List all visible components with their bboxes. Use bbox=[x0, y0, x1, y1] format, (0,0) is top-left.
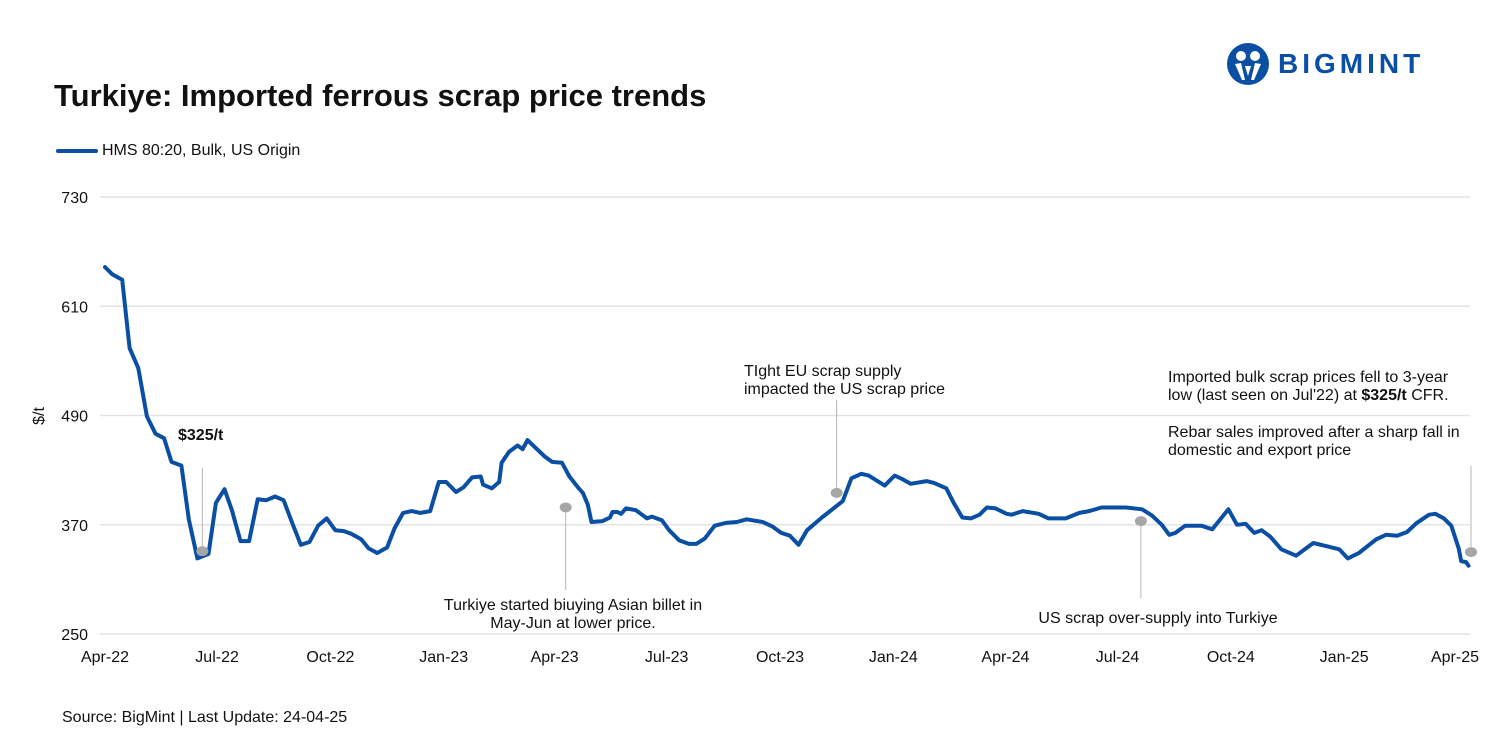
annotation-line: TIght EU scrap supply bbox=[744, 363, 902, 380]
x-tick-label: Jan-25 bbox=[1320, 649, 1369, 666]
annotation-line: May-Jun at lower price. bbox=[490, 615, 656, 632]
annotation-eu-supply: TIght EU scrap supply impacted the US sc… bbox=[744, 363, 945, 399]
annotation-text: CFR. bbox=[1406, 387, 1449, 404]
annotation-marker bbox=[830, 487, 843, 498]
x-tick-label: Jul-22 bbox=[195, 649, 239, 666]
annotation-us-oversupply: US scrap over-supply into Turkiye bbox=[1038, 610, 1278, 627]
annotation-line: Imported bulk scrap prices fell to 3-yea… bbox=[1168, 369, 1449, 386]
logo-text: BIGMINT bbox=[1278, 48, 1425, 79]
x-tick-label: Oct-24 bbox=[1207, 649, 1255, 666]
logo-icon bbox=[1227, 43, 1269, 85]
y-tick-label: 370 bbox=[61, 518, 88, 535]
annotation-line: low (last seen on Jul'22) at $325/t CFR. bbox=[1168, 387, 1460, 405]
x-tick-label: Jan-24 bbox=[869, 649, 918, 666]
legend: HMS 80:20, Bulk, US Origin bbox=[56, 142, 300, 160]
x-tick-label: Jul-23 bbox=[645, 649, 689, 666]
y-tick-label: 610 bbox=[61, 299, 88, 316]
source-note: Source: BigMint | Last Update: 24-04-25 bbox=[62, 709, 348, 726]
annotation-marker bbox=[559, 502, 572, 513]
annotation-line: impacted the US scrap price bbox=[744, 381, 945, 398]
y-tick-label: 490 bbox=[61, 409, 88, 426]
x-tick-label: Apr-24 bbox=[981, 649, 1029, 666]
legend-label: HMS 80:20, Bulk, US Origin bbox=[102, 142, 301, 159]
annotation-latest: Imported bulk scrap prices fell to 3-yea… bbox=[1168, 369, 1460, 460]
chart-title: Turkiye: Imported ferrous scrap price tr… bbox=[54, 78, 707, 113]
annotation-line: Turkiye started biuying Asian billet in bbox=[443, 597, 703, 614]
annotation-low-2022: $325/t bbox=[178, 427, 224, 444]
annotation-price: $325/t bbox=[1361, 387, 1407, 404]
y-axis-label: $/t bbox=[31, 407, 48, 425]
bigmint-logo: BIGMINT bbox=[1226, 42, 1424, 86]
x-tick-label: Apr-22 bbox=[81, 649, 129, 666]
legend-swatch bbox=[56, 149, 98, 153]
x-tick-label: Jan-23 bbox=[419, 649, 468, 666]
annotation-asian-billet: Turkiye started biuying Asian billet in … bbox=[444, 597, 702, 633]
x-tick-label: Oct-22 bbox=[306, 649, 354, 666]
y-tick-label: 250 bbox=[61, 627, 88, 644]
annotation-marker bbox=[1134, 516, 1147, 527]
annotation-marker bbox=[196, 546, 209, 557]
x-tick-label: Oct-23 bbox=[756, 649, 804, 666]
x-tick-label: Apr-23 bbox=[531, 649, 579, 666]
annotation-line: Rebar sales improved after a sharp fall … bbox=[1168, 424, 1460, 441]
y-tick-label: 730 bbox=[61, 190, 88, 207]
x-tick-label: Jul-24 bbox=[1096, 649, 1140, 666]
x-tick-label: Apr-25 bbox=[1431, 649, 1479, 666]
annotation-text: low (last seen on Jul'22) at bbox=[1168, 387, 1362, 404]
annotation-line: domestic and export price bbox=[1168, 442, 1352, 459]
annotation-marker bbox=[1465, 547, 1478, 558]
